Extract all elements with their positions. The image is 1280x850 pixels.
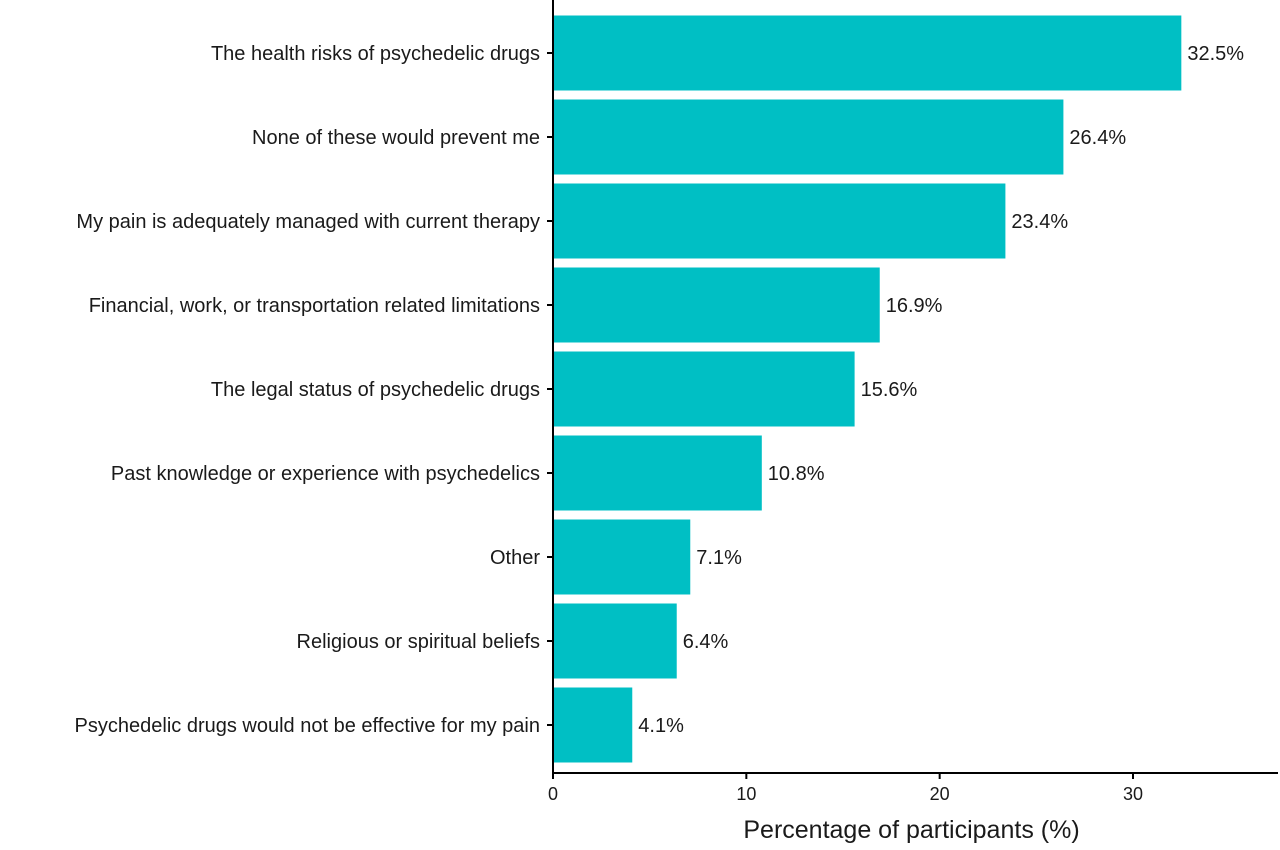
bar-value-label: 15.6% — [861, 379, 918, 401]
bar-value-label: 4.1% — [638, 715, 684, 737]
category-label: Religious or spiritual beliefs — [297, 631, 540, 653]
x-tick-label: 30 — [1123, 784, 1143, 804]
bar-value-label: 10.8% — [768, 463, 825, 485]
bar — [554, 15, 1182, 91]
category-label: The legal status of psychedelic drugs — [211, 379, 540, 401]
category-label: The health risks of psychedelic drugs — [211, 43, 540, 65]
bars-group — [554, 15, 1182, 763]
category-label: Other — [490, 547, 540, 569]
bar-value-label: 26.4% — [1069, 127, 1126, 149]
x-ticks-group: 0 10 20 30 — [548, 773, 1143, 804]
bar-value-label: 32.5% — [1187, 43, 1244, 65]
category-label: None of these would prevent me — [252, 127, 540, 149]
x-tick-label: 0 — [548, 784, 558, 804]
x-tick-label: 20 — [930, 784, 950, 804]
bar-value-label: 16.9% — [886, 295, 943, 317]
bar — [554, 351, 855, 427]
bar-value-label: 23.4% — [1011, 211, 1068, 233]
bar — [554, 183, 1006, 259]
category-label: Psychedelic drugs would not be effective… — [75, 715, 540, 737]
bar — [554, 603, 677, 679]
category-labels-group: The health risks of psychedelic drugs Non… — [75, 43, 541, 737]
bar — [554, 99, 1064, 175]
bar — [554, 267, 880, 343]
category-label: Past knowledge or experience with psyche… — [111, 463, 540, 485]
x-tick-label: 10 — [736, 784, 756, 804]
x-axis-title: Percentage of participants (%) — [743, 816, 1079, 844]
bar — [554, 519, 691, 595]
bar — [554, 435, 762, 511]
value-labels-group: 32.5% 26.4% 23.4% 16.9% 15.6% 10.8% 7.1% 6.4% 4.… — [638, 43, 1244, 737]
bar-value-label: 7.1% — [696, 547, 742, 569]
bar-value-label: 6.4% — [683, 631, 729, 653]
category-label: Financial, work, or transportation relat… — [89, 295, 540, 317]
category-label: My pain is adequately managed with curre… — [76, 211, 540, 233]
bar — [554, 687, 633, 763]
